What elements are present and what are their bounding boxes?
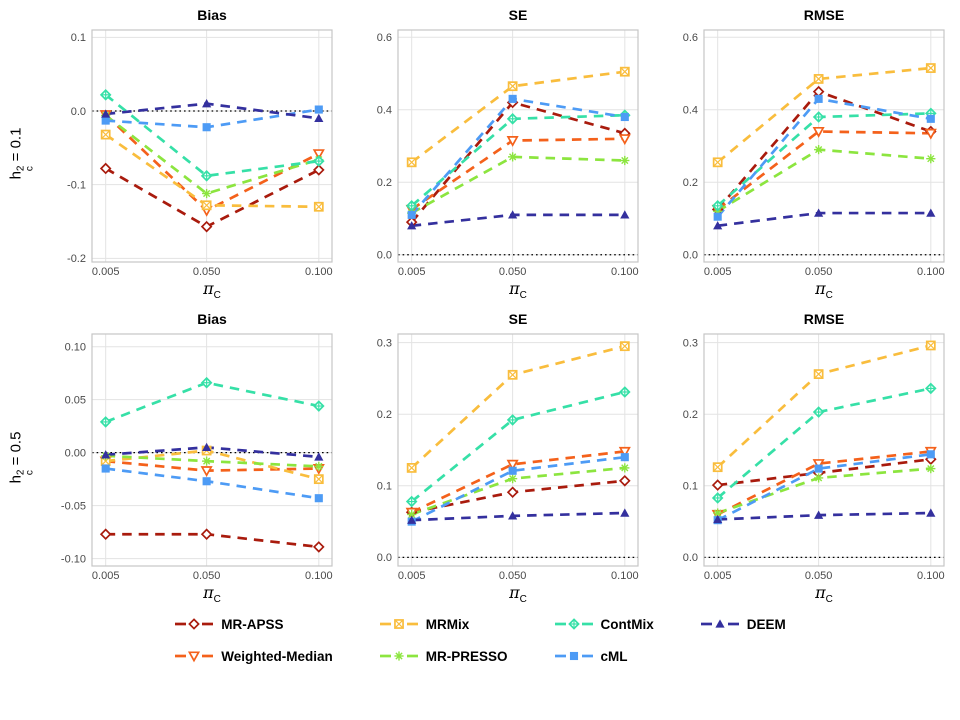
x-tick-label: 0.050 bbox=[805, 266, 833, 278]
panel-rmse-h01: RMSE 0.0 0.2 0.4 0.6 0.005 0.050 0.100 πC bbox=[654, 4, 960, 302]
panel-se-h01: SE 0.0 0.2 0.4 0.6 0.005 0.050 0.100 πC bbox=[348, 4, 654, 302]
x-axis-title: πC bbox=[509, 583, 527, 606]
panel-title: Bias bbox=[197, 311, 227, 327]
x-tick-label: 0.005 bbox=[398, 266, 426, 278]
y-tick-label: 0.6 bbox=[683, 32, 698, 44]
panel-bias-h05: Bias 0.10 0.05 0.00 -0.05 -0.10 0.005 0.050 0.1… bbox=[42, 308, 348, 606]
chart-svg-rmse-h05: 0.0 0.1 0.2 0.3 0.005 0.050 0.100 bbox=[683, 333, 945, 582]
legend-label: DEEM bbox=[746, 616, 786, 632]
y-tick-label: 0.2 bbox=[377, 409, 392, 421]
y-tick-label: 0.0 bbox=[683, 250, 698, 262]
x-axis-title: πC bbox=[815, 583, 833, 606]
legend-key-diamond-plus-icon bbox=[554, 618, 593, 630]
panel-title: SE bbox=[508, 7, 528, 23]
y-tick-label: 0.00 bbox=[65, 447, 86, 459]
x-tick-label: 0.005 bbox=[398, 570, 426, 582]
legend-grid: MR-APSS MRMix ContMix DEEM Weighted-Median MR… bbox=[174, 616, 786, 664]
panel-title: SE bbox=[508, 311, 528, 327]
panel-title: Bias bbox=[197, 7, 227, 23]
panel-title: RMSE bbox=[803, 311, 845, 327]
x-axis-title: πC bbox=[815, 279, 833, 302]
x-axis-title: πC bbox=[509, 279, 527, 302]
legend-item-mrmix: MRMix bbox=[379, 616, 470, 632]
legend-label: MR-PRESSO bbox=[425, 648, 508, 664]
y-tick-label: 0.2 bbox=[683, 177, 698, 189]
panel-title: RMSE bbox=[803, 7, 845, 23]
legend-key-diamond-open-icon bbox=[175, 618, 214, 630]
legend-label: MR-APSS bbox=[221, 616, 284, 632]
legend-item-deem: DEEM bbox=[700, 616, 786, 632]
y-tick-label: -0.2 bbox=[67, 253, 86, 265]
legend-label: cML bbox=[600, 648, 628, 664]
panel-rmse-h05: RMSE 0.0 0.1 0.2 0.3 0.005 0.050 0.100 πC bbox=[654, 308, 960, 606]
y-tick-label: 0.1 bbox=[683, 481, 698, 493]
legend-label: MRMix bbox=[425, 616, 470, 632]
x-tick-label: 0.005 bbox=[92, 570, 120, 582]
chart-svg-se-h01: 0.0 0.2 0.4 0.6 0.005 0.050 0.100 bbox=[377, 29, 639, 278]
legend-item-cml: cML bbox=[554, 648, 628, 664]
legend-label: ContMix bbox=[600, 616, 654, 632]
legend: MR-APSS MRMix ContMix DEEM Weighted-Median MR… bbox=[0, 616, 960, 664]
y-tick-label: 0.4 bbox=[377, 105, 392, 117]
legend-key-square-filled-icon bbox=[554, 651, 593, 661]
y-tick-label: 0.10 bbox=[65, 342, 86, 354]
y-tick-label: 0.0 bbox=[377, 250, 392, 262]
y-tick-label: -0.05 bbox=[61, 500, 86, 512]
y-tick-label: 0.3 bbox=[683, 337, 698, 349]
chart-svg-se-h05: 0.0 0.1 0.2 0.3 0.005 0.050 0.100 bbox=[377, 333, 639, 582]
x-tick-label: 0.050 bbox=[805, 570, 833, 582]
x-tick-label: 0.005 bbox=[704, 570, 732, 582]
y-tick-label: 0.1 bbox=[377, 481, 392, 493]
chart-svg-bias-h05: 0.10 0.05 0.00 -0.05 -0.10 0.005 0.050 0.100 bbox=[61, 333, 333, 582]
x-tick-label: 0.100 bbox=[917, 570, 945, 582]
chart-svg-bias-h01: 0.1 0.0 -0.1 -0.2 0.005 0.050 0.100 bbox=[67, 29, 333, 278]
x-tick-label: 0.050 bbox=[499, 266, 527, 278]
x-tick-label: 0.100 bbox=[305, 570, 333, 582]
legend-item-mr-apss: MR-APSS bbox=[174, 616, 283, 632]
legend-item-weighted-median: Weighted-Median bbox=[174, 648, 333, 664]
y-tick-label: 0.0 bbox=[683, 552, 698, 564]
x-tick-label: 0.100 bbox=[917, 266, 945, 278]
x-tick-label: 0.005 bbox=[704, 266, 732, 278]
x-tick-label: 0.100 bbox=[305, 266, 333, 278]
y-tick-label: 0.2 bbox=[377, 177, 392, 189]
y-tick-label: 0.0 bbox=[377, 552, 392, 564]
y-tick-label: 0.3 bbox=[377, 337, 392, 349]
x-tick-label: 0.005 bbox=[92, 266, 120, 278]
y-tick-label: 0.4 bbox=[683, 105, 698, 117]
chart-svg-rmse-h01: 0.0 0.2 0.4 0.6 0.005 0.050 0.100 bbox=[683, 29, 945, 278]
y-tick-label: -0.10 bbox=[61, 553, 86, 565]
x-axis-title: πC bbox=[203, 279, 221, 302]
legend-key-asterisk-icon bbox=[379, 651, 418, 661]
panel-bias-h01: Bias 0.1 0.0 -0.1 -0.2 0.005 0.050 0.100 πC bbox=[42, 4, 348, 302]
legend-label: Weighted-Median bbox=[221, 648, 333, 664]
x-tick-label: 0.050 bbox=[193, 570, 221, 582]
x-tick-label: 0.100 bbox=[611, 570, 639, 582]
y-tick-label: 0.1 bbox=[71, 32, 86, 44]
legend-key-square-x-icon bbox=[379, 619, 418, 629]
y-tick-label: 0.05 bbox=[65, 394, 86, 406]
legend-item-mr-presso: MR-PRESSO bbox=[379, 648, 508, 664]
x-tick-label: 0.050 bbox=[499, 570, 527, 582]
legend-item-contmix: ContMix bbox=[554, 616, 654, 632]
y-tick-label: 0.6 bbox=[377, 32, 392, 44]
y-tick-label: 0.0 bbox=[71, 106, 86, 118]
x-tick-label: 0.050 bbox=[193, 266, 221, 278]
legend-key-triangle-down-open-icon bbox=[175, 651, 214, 663]
y-tick-label: -0.1 bbox=[67, 179, 86, 191]
y-tick-label: 0.2 bbox=[683, 409, 698, 421]
x-axis-title: πC bbox=[203, 583, 221, 606]
panel-se-h05: SE 0.0 0.1 0.2 0.3 0.005 0.050 0.100 πC bbox=[348, 308, 654, 606]
x-tick-label: 0.100 bbox=[611, 266, 639, 278]
legend-key-triangle-filled-icon bbox=[700, 619, 739, 628]
